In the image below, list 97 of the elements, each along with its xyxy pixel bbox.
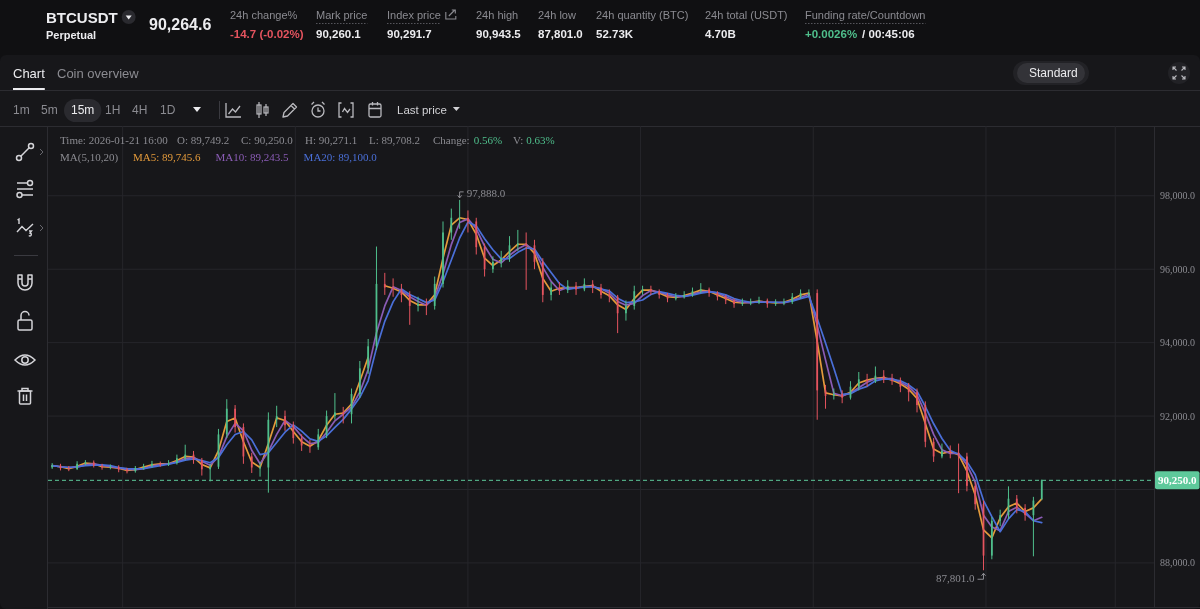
candlestick xyxy=(275,405,278,428)
y-tick-label: 88,000.0 xyxy=(1160,557,1195,569)
legend-title: MA(5,10,20) xyxy=(60,151,119,164)
annotation: L: 89,708.2 xyxy=(369,134,421,146)
candlestick xyxy=(317,428,320,451)
annotation: 97,888.0 xyxy=(466,186,506,199)
annotation: C: 90,250.0 xyxy=(241,134,294,146)
y-tick-label: 92,000.0 xyxy=(1160,410,1195,422)
text: 4.70B xyxy=(705,28,736,40)
text: 5m xyxy=(41,103,58,117)
candlestick xyxy=(525,231,528,291)
text: 24h quantity (BTC) xyxy=(596,9,689,21)
text: MA10: 89,243.5 xyxy=(215,151,290,163)
candlestick xyxy=(76,460,78,471)
text: +0.0026% xyxy=(805,28,858,40)
candlestick xyxy=(1015,494,1018,514)
text: MA5: 89,745.6 xyxy=(133,151,202,163)
candlestick xyxy=(417,296,419,312)
annotation: O: 89,749.2 xyxy=(177,134,230,146)
candlestick xyxy=(932,437,935,463)
text: 87,801.0 xyxy=(538,28,583,40)
candlestick xyxy=(866,373,868,388)
candlestick xyxy=(550,281,552,301)
candlestick xyxy=(250,452,253,474)
text: 90,291.7 xyxy=(387,28,432,40)
annotation: 0.56% xyxy=(473,134,503,146)
candlestick xyxy=(450,208,453,241)
chart-subtitle: Perpetual xyxy=(46,29,97,41)
candlestick xyxy=(467,209,469,233)
candlestick xyxy=(176,454,178,466)
text: 90,943.5 xyxy=(476,28,522,40)
text: Chart xyxy=(13,66,46,81)
candlestick xyxy=(516,229,519,252)
annotation: 87,801.0 xyxy=(936,572,976,585)
annotation: Change: xyxy=(433,134,470,146)
annotation: V: xyxy=(513,134,524,146)
candlestick xyxy=(891,373,893,386)
candlestick xyxy=(458,199,461,230)
candlestick xyxy=(433,276,436,311)
y-tick-label: 98,000.0 xyxy=(1160,190,1195,202)
text: 1D xyxy=(160,103,176,117)
text: 90,260.1 xyxy=(316,28,362,40)
text: 15m xyxy=(71,103,95,117)
candlestick xyxy=(259,461,261,478)
candlestick xyxy=(650,285,652,296)
text: 24h total (USDT) xyxy=(705,9,788,21)
candlestick xyxy=(616,294,619,334)
text: Coin overview xyxy=(57,66,140,81)
text: 24h change% xyxy=(230,9,298,21)
candlestick xyxy=(151,460,153,468)
text: Funding rate/Countdown xyxy=(805,9,926,21)
candlestick xyxy=(575,281,577,296)
annotation: Time: 2026-01-21 16:00 xyxy=(60,134,169,146)
text: Mark price xyxy=(316,9,368,21)
candlestick xyxy=(442,220,444,289)
text: MA20: 89,100.0 xyxy=(303,151,378,163)
candlestick xyxy=(1024,503,1026,522)
text: Last price xyxy=(397,104,447,116)
candlestick xyxy=(907,382,910,402)
text: / 00:45:06 xyxy=(862,28,915,40)
candlestick xyxy=(408,290,411,326)
candlestick xyxy=(808,288,810,298)
candlestick xyxy=(966,452,968,492)
candlestick xyxy=(309,439,311,454)
text: 1H xyxy=(105,103,121,117)
y-tick-label: 96,000.0 xyxy=(1160,263,1195,275)
candlestick xyxy=(941,443,943,459)
chart-title: BTCUSDT xyxy=(46,9,118,26)
candlestick xyxy=(600,283,602,300)
candlestick xyxy=(284,410,286,432)
candlestick xyxy=(974,481,977,511)
text: Index price xyxy=(387,9,441,21)
candlestick xyxy=(234,404,236,434)
candlestick xyxy=(292,421,295,445)
candlestick xyxy=(492,255,494,274)
candlestick xyxy=(367,338,370,375)
annotation: H: 90,271.1 xyxy=(305,134,358,146)
text: 52.73K xyxy=(596,28,634,40)
candlestick xyxy=(708,287,710,298)
text: 24h low xyxy=(538,9,576,21)
y-tick-label: 94,000.0 xyxy=(1160,337,1195,349)
annotation: 0.63% xyxy=(526,134,555,146)
candlestick xyxy=(758,296,760,305)
text: 1m xyxy=(13,103,30,117)
candlestick xyxy=(916,388,918,413)
text: -14.7 (-0.02%) xyxy=(230,28,304,40)
text: 4H xyxy=(132,103,148,117)
text: 24h high xyxy=(476,9,519,21)
candlestick xyxy=(334,392,336,421)
candlestick xyxy=(625,299,627,322)
candlestick xyxy=(783,298,785,306)
text: Standard xyxy=(1029,66,1078,80)
text: 90,264.6 xyxy=(149,16,212,33)
candlestick xyxy=(383,272,386,296)
candlestick xyxy=(633,285,636,311)
candlestick xyxy=(857,371,860,391)
candlestick xyxy=(733,298,735,309)
